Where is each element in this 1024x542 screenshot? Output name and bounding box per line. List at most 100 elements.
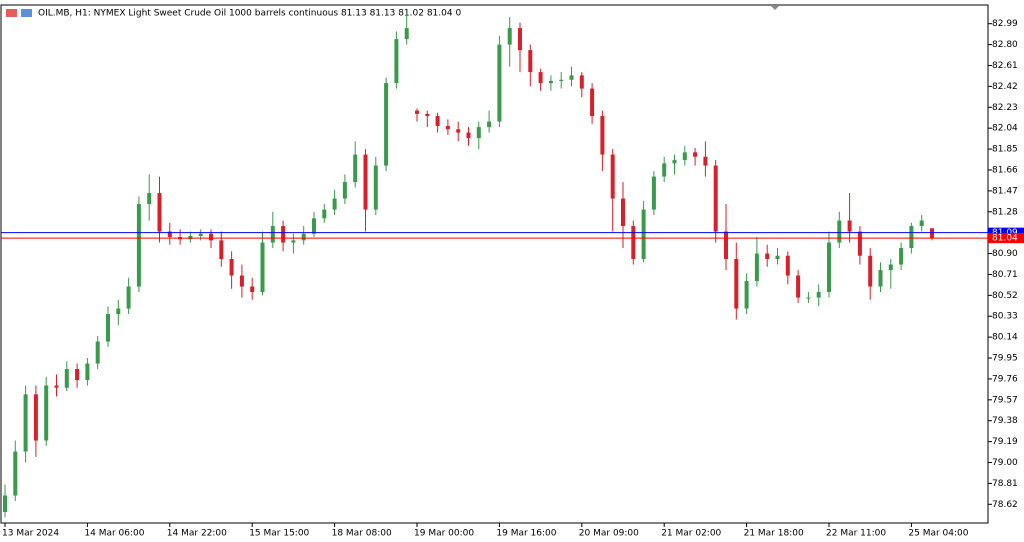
candle-body	[538, 72, 543, 84]
x-tick-label: 13 Mar 2024	[2, 529, 59, 539]
x-tick-label: 19 Mar 00:00	[414, 529, 474, 539]
candle-body	[487, 121, 492, 128]
x-tick-label: 22 Mar 11:00	[826, 529, 886, 539]
y-tick-label: 80.90	[992, 249, 1018, 259]
candle-body	[44, 385, 49, 441]
x-tick-label: 25 Mar 04:00	[908, 529, 968, 539]
x-tick-label: 15 Mar 15:00	[249, 529, 309, 539]
candle-body	[54, 385, 59, 388]
y-tick-label: 81.47	[992, 186, 1018, 196]
x-tick-label: 19 Mar 16:00	[496, 529, 556, 539]
candle-body	[126, 286, 131, 309]
candle-body	[106, 314, 110, 342]
candle-body	[157, 193, 162, 232]
candle-body	[827, 242, 831, 293]
candle-body	[13, 451, 18, 496]
candle-body	[425, 113, 430, 117]
candle-body	[466, 132, 471, 139]
candle-body	[682, 152, 687, 161]
candle-body	[775, 255, 780, 260]
candle-body	[693, 152, 698, 157]
candle-body	[281, 226, 286, 243]
candle-body	[198, 233, 203, 236]
candle-body	[847, 220, 852, 232]
candle-body	[662, 163, 667, 177]
candle-body	[651, 176, 656, 210]
candle-body	[507, 28, 512, 45]
candle-body	[796, 275, 801, 298]
candle-body	[260, 242, 265, 293]
candle-body	[85, 363, 90, 381]
chart-title: OIL.MB, H1: NYMEX Light Sweet Crude Oil …	[38, 9, 461, 19]
candle-body	[631, 226, 636, 260]
candle-body	[322, 209, 327, 219]
candle-body	[250, 286, 255, 293]
candle-body	[136, 204, 141, 287]
x-tick-label: 14 Mar 22:00	[167, 529, 227, 539]
x-tick-label: 18 Mar 08:00	[332, 529, 392, 539]
candle-body	[239, 275, 244, 287]
candle-body	[116, 308, 121, 315]
candle-body	[765, 253, 770, 260]
candle-body	[899, 248, 904, 265]
candle-body	[476, 127, 481, 139]
candle-body	[724, 231, 728, 260]
candle-body	[353, 154, 358, 183]
candle-body	[33, 394, 38, 441]
candle-body	[229, 259, 234, 276]
y-tick-label: 81.28	[992, 207, 1018, 217]
candle-body	[868, 255, 873, 287]
y-tick-label: 82.23	[992, 103, 1018, 113]
candle-body	[75, 369, 80, 381]
candle-body	[147, 193, 152, 205]
x-tick-label: 21 Mar 02:00	[661, 529, 721, 539]
candle-body	[590, 88, 595, 117]
y-tick-label: 80.52	[992, 291, 1018, 301]
y-tick-label: 79.19	[992, 437, 1018, 447]
y-tick-label: 79.95	[992, 354, 1018, 364]
symbol-icon	[21, 9, 32, 17]
candle-body	[734, 259, 739, 309]
candle-body	[930, 228, 934, 239]
candle-body	[600, 116, 605, 155]
price-label: 81.04	[992, 234, 1018, 244]
candle-body	[415, 110, 419, 114]
candle-body	[559, 79, 564, 81]
candle-body	[497, 44, 502, 122]
y-tick-label: 82.80	[992, 40, 1018, 50]
y-tick-label: 80.71	[992, 270, 1018, 280]
y-tick-label: 79.57	[992, 395, 1018, 405]
x-tick-label: 21 Mar 18:00	[744, 529, 804, 539]
y-tick-label: 82.61	[992, 61, 1018, 71]
candle-body	[270, 226, 275, 243]
candle-body	[806, 297, 811, 299]
candle-body	[785, 255, 790, 276]
candle-body	[188, 235, 193, 240]
y-tick-label: 82.42	[992, 82, 1018, 92]
candle-body	[703, 156, 708, 166]
candle-body	[373, 165, 378, 210]
candle-body	[291, 240, 296, 243]
scroll-marker	[771, 6, 779, 10]
candle-body	[95, 341, 100, 364]
y-tick-label: 81.85	[992, 145, 1018, 155]
y-tick-label: 82.04	[992, 124, 1018, 134]
candle-body	[312, 218, 316, 234]
y-tick-label: 82.99	[992, 19, 1018, 29]
candle-body	[518, 28, 522, 51]
candle-body	[301, 233, 306, 241]
price-label-box	[988, 233, 1024, 244]
candle-body	[64, 369, 69, 388]
symbol-icon	[6, 9, 17, 17]
candle-body	[878, 270, 883, 287]
candle-body	[445, 125, 450, 130]
candle-body	[404, 28, 409, 40]
y-tick-label: 79.38	[992, 416, 1018, 426]
candle-body	[456, 129, 461, 133]
candle-body	[3, 495, 7, 513]
candle-body	[528, 50, 533, 73]
y-tick-label: 79.00	[992, 458, 1018, 468]
candle-body	[548, 80, 553, 84]
candle-body	[621, 198, 625, 227]
y-tick-label: 78.62	[992, 500, 1018, 510]
